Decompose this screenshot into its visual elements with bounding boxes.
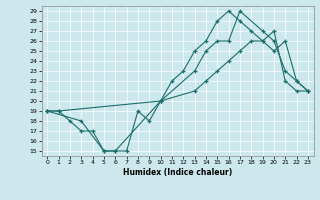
X-axis label: Humidex (Indice chaleur): Humidex (Indice chaleur) bbox=[123, 168, 232, 177]
